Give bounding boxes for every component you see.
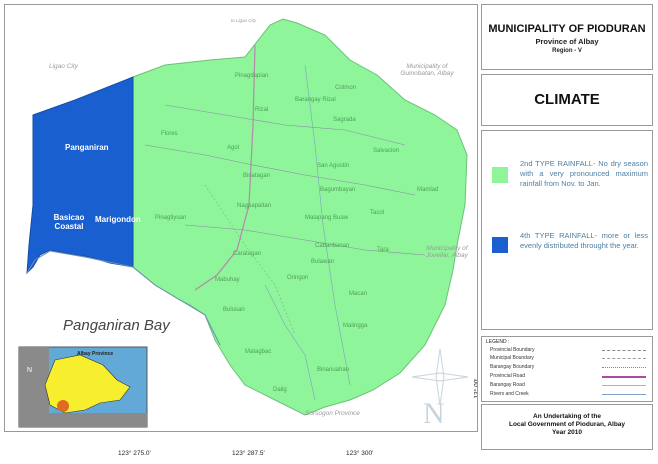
basicao-label: Basicao Coastal bbox=[53, 213, 85, 231]
legend-text: 2nd TYPE RAINFALL- No dry season with a … bbox=[520, 159, 648, 188]
barangay-label: Mamlad bbox=[417, 187, 439, 193]
barangay-label: San Agustin bbox=[317, 163, 350, 169]
blue-swatch bbox=[492, 237, 508, 253]
legend-line bbox=[602, 376, 646, 378]
climate-heading: CLIMATE bbox=[534, 91, 600, 108]
rainfall-legend: 2nd TYPE RAINFALL- No dry season with a … bbox=[481, 130, 653, 330]
panganiran-label: Panganiran bbox=[65, 143, 109, 152]
inset-north-label: N bbox=[27, 367, 33, 374]
lon-coord: 123° 300' bbox=[346, 450, 374, 457]
legend-line bbox=[602, 385, 646, 386]
barangay-label: Cotmon bbox=[335, 85, 357, 91]
jovellar-label: Municipality of Jovellar, Albay bbox=[426, 245, 468, 259]
climate-box: CLIMATE bbox=[481, 74, 653, 126]
barangay-label: Malingga bbox=[343, 323, 368, 329]
title-box: MUNICIPALITY OF PIODURAN Province of Alb… bbox=[481, 4, 653, 70]
municipality-title: MUNICIPALITY OF PIODURAN bbox=[488, 23, 646, 35]
bay-label: Panganiran Bay bbox=[63, 317, 170, 334]
to-ligao-label: to Ligao City bbox=[231, 18, 257, 23]
barangay-label: Malapang Buaw bbox=[305, 215, 349, 221]
barangay-label: Bulusan bbox=[223, 307, 245, 313]
barangay-label: Tara bbox=[377, 247, 389, 253]
provincial-road bbox=[194, 44, 256, 291]
lat-coord: 13° 00' bbox=[473, 378, 478, 399]
legend-row: Rivers and Creek bbox=[490, 391, 529, 397]
barangay-road bbox=[184, 224, 426, 256]
coastline bbox=[26, 250, 221, 346]
lat-coord: 13° 0.50' bbox=[476, 144, 477, 170]
inset-title: Albay Province bbox=[77, 351, 114, 357]
legend-text: 4th TYPE RAINFALL- more or less evenly d… bbox=[520, 231, 648, 250]
barangay-label: Caratagan bbox=[233, 251, 262, 257]
barangay-label: Matagbac bbox=[245, 349, 272, 355]
barangay-road bbox=[144, 144, 416, 196]
legend-row: Barangay Boundary bbox=[490, 364, 535, 370]
barangay-label: Pinagdapian bbox=[235, 73, 269, 79]
map-frame: Ligao City to Ligao City Municipality of… bbox=[4, 4, 478, 432]
map-symbols-legend: LEGEND : Provincial Boundary Municipal B… bbox=[481, 336, 653, 402]
barangay-label: Cabanbanan bbox=[315, 243, 350, 249]
footer-line3: Year 2010 bbox=[551, 429, 582, 436]
compass-rose-icon bbox=[411, 348, 469, 406]
barangay-label: Barangay Rizal bbox=[295, 97, 336, 103]
legend-title: LEGEND : bbox=[486, 339, 510, 345]
barangay-label: Flores bbox=[161, 131, 178, 137]
footer-box: An Undertaking of the Local Government o… bbox=[481, 404, 653, 450]
barangay-label: Agol bbox=[227, 145, 240, 151]
blue-climate-zone bbox=[26, 76, 134, 275]
ligao-city-label: Ligao City bbox=[49, 63, 78, 70]
river bbox=[304, 64, 351, 386]
region-label: Region - V bbox=[552, 48, 582, 54]
legend-row: Provincial Boundary bbox=[490, 347, 535, 353]
legend-line bbox=[602, 367, 646, 368]
legend-row: Provincial Road bbox=[490, 373, 526, 379]
map-svg bbox=[18, 18, 469, 428]
legend-row: Barangay Road bbox=[490, 382, 525, 388]
lat-coord: 13° 0.75' bbox=[476, 26, 477, 52]
barangay-label: Rizal bbox=[255, 107, 269, 113]
compass-letter: N bbox=[423, 397, 445, 430]
legend-line bbox=[602, 350, 646, 351]
barangay-label: Bulawan bbox=[311, 259, 335, 265]
barangay-label: Mabuhay bbox=[215, 277, 240, 283]
green-climate-zone bbox=[132, 18, 468, 416]
barangay-label: Sagrada bbox=[333, 117, 356, 123]
marigondon-label: Marigondon bbox=[95, 215, 141, 224]
province-subtitle: Province of Albay bbox=[535, 37, 599, 46]
barangay-label: Macan bbox=[349, 291, 368, 297]
lon-coord: 123° 275.0' bbox=[118, 450, 151, 457]
legend-line bbox=[602, 358, 646, 359]
barangay-label: Tacol bbox=[370, 210, 385, 216]
barangay-label: Oringon bbox=[287, 275, 309, 281]
barangay-label: Nagpapaitan bbox=[237, 203, 272, 209]
sorsogon-label: Sorsogon Province bbox=[305, 410, 360, 417]
green-swatch bbox=[492, 167, 508, 183]
legend-line bbox=[602, 394, 646, 395]
barangay-label: Salvacion bbox=[373, 148, 400, 154]
footer-line1: An Undertaking of the bbox=[533, 413, 601, 420]
footer-line2: Local Government of Pioduran, Albay bbox=[508, 421, 626, 428]
legend-row: Municipal Boundary bbox=[490, 355, 534, 361]
lat-coord: 13° 0.25' bbox=[476, 261, 477, 287]
river bbox=[264, 284, 316, 401]
barangay-road bbox=[164, 104, 406, 146]
barangay-label: Binanuahan bbox=[317, 367, 350, 373]
barangay-label: Binatagan bbox=[243, 173, 271, 179]
inset-map bbox=[18, 346, 148, 428]
barangay-label: Dalig bbox=[273, 387, 287, 393]
guinobatan-label: Municipality of Guinobatan, Albay bbox=[400, 63, 454, 77]
barangay-boundary bbox=[204, 184, 296, 336]
lon-coord: 123° 287.5' bbox=[232, 450, 265, 457]
barangay-label: Pinagtiyuan bbox=[155, 215, 187, 221]
barangay-label: Bagumbayan bbox=[320, 187, 356, 193]
